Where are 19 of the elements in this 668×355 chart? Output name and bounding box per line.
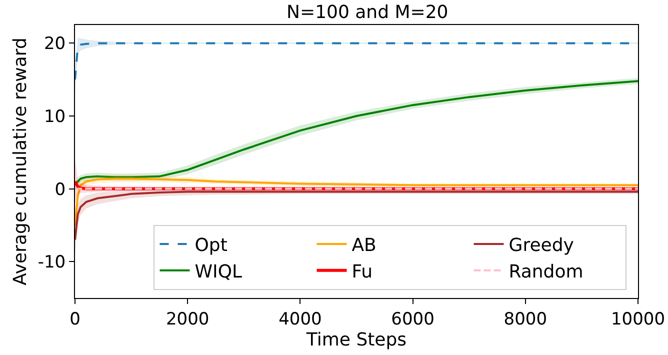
- legend-label: AB: [352, 235, 376, 256]
- x-tick-label: 8000: [504, 309, 548, 330]
- legend-label: Greedy: [508, 235, 574, 256]
- x-tick-label: 4000: [278, 309, 322, 330]
- legend-label: Random: [508, 261, 584, 282]
- legend-label: Opt: [194, 235, 228, 256]
- y-tick-label: 10: [44, 106, 66, 127]
- y-tick-label: 20: [44, 34, 66, 54]
- legend-label: Fu: [352, 261, 373, 282]
- chart-title: N=100 and M=20: [286, 2, 448, 23]
- x-tick-label: 2000: [166, 309, 210, 330]
- y-tick-label: -10: [38, 252, 66, 273]
- x-axis-title: Time Steps: [305, 330, 407, 350]
- y-axis-title: Average cumulative reward: [10, 38, 32, 286]
- x-tick-label: 6000: [391, 309, 434, 330]
- y-tick-label: 0: [54, 180, 66, 200]
- legend-label: WIQL: [194, 261, 242, 282]
- x-tick-label: 10000: [610, 309, 666, 330]
- x-tick-label: 0: [70, 309, 80, 330]
